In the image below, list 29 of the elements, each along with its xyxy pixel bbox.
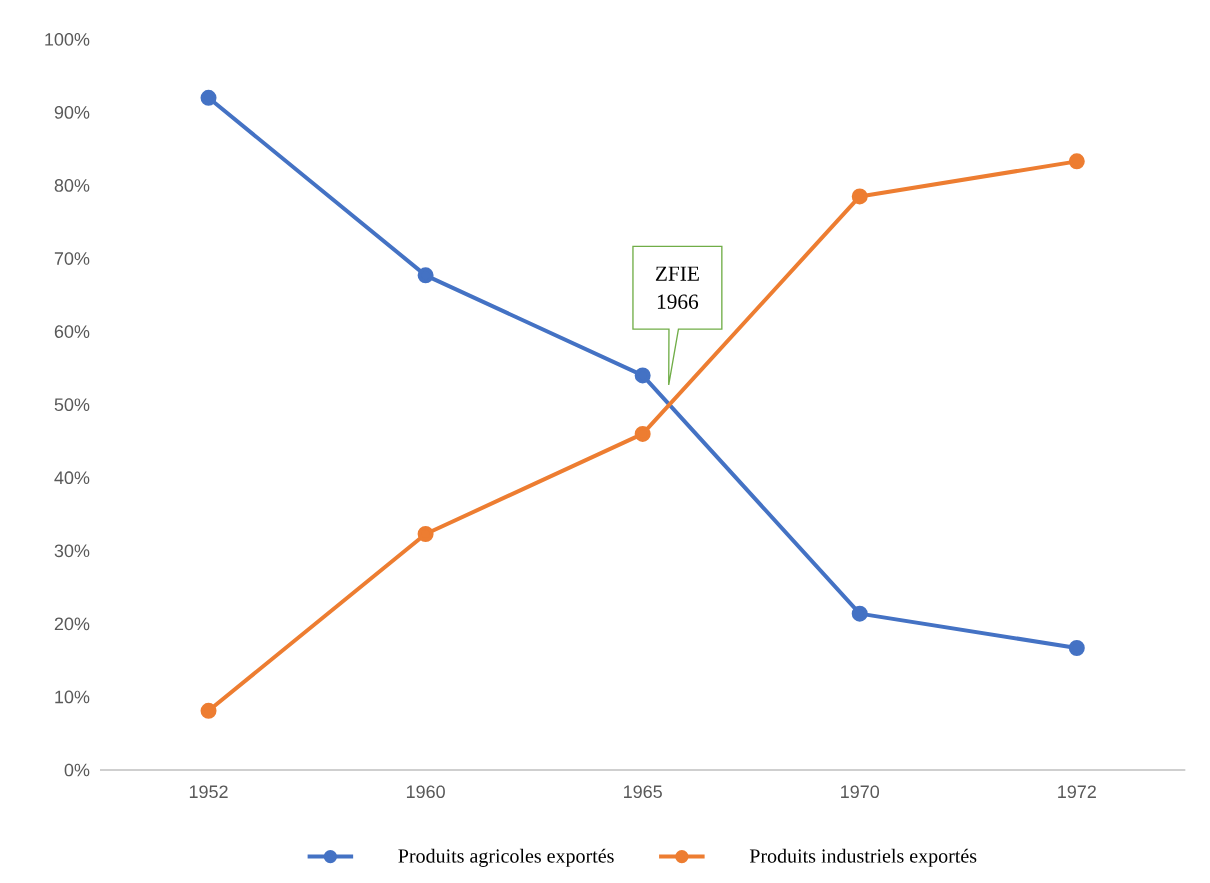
point [634, 367, 651, 384]
point [417, 267, 434, 284]
y-tick-label: 70% [54, 252, 90, 265]
y-tick-label: 80% [54, 179, 90, 192]
y-tick-label: 100% [45, 32, 90, 46]
x-tick-label: 1965 [624, 785, 662, 799]
x-tick-label: 1960 [406, 785, 445, 799]
point [851, 605, 868, 622]
point [634, 425, 651, 442]
x-tick-label: 1972 [1058, 785, 1096, 799]
point [1068, 639, 1085, 656]
y-tick-label: 50% [54, 398, 90, 412]
point [851, 188, 868, 205]
annotation: ZFIE 1966 [655, 266, 699, 309]
y-tick-label: 30% [54, 544, 90, 558]
point [200, 702, 217, 719]
y-tick-label: 0% [64, 763, 90, 777]
y-tick-label: 60% [54, 325, 90, 338]
y-tick-label: 10% [55, 690, 90, 704]
y-tick-label: 40% [54, 471, 90, 485]
point [200, 89, 217, 106]
x-tick-label: 1952 [189, 785, 228, 799]
legend-label: Produits industriels exportés [749, 848, 977, 867]
point [417, 526, 434, 542]
y-tick-label: 20% [54, 617, 90, 631]
y-tick-label: 90% [54, 106, 90, 119]
x-tick-label: 1970 [841, 785, 880, 799]
point [1068, 153, 1085, 170]
legend-label: Produits agricoles exportés [398, 848, 614, 867]
